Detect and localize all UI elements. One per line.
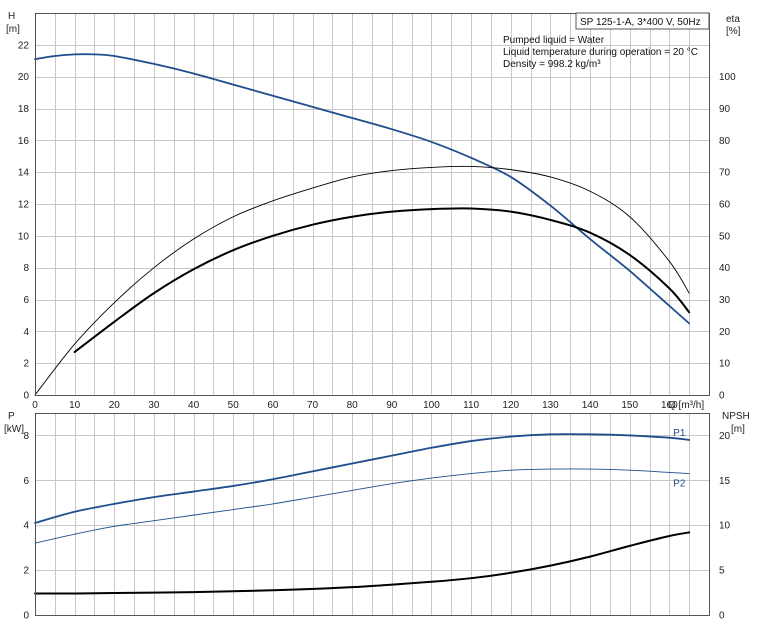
top-x-tick-label: 70 (307, 400, 319, 411)
top-right-tick-label: 50 (719, 231, 731, 242)
top-x-tick-label: 140 (582, 400, 599, 411)
top-left-tick-label: 4 (23, 327, 29, 338)
top-x-tick-label: 50 (228, 400, 240, 411)
top-x-tick-label: 20 (109, 400, 121, 411)
bottom-ylabel-right-line1: NPSH (722, 411, 750, 422)
bottom-series-p2-line (34, 468, 690, 544)
bottom-ylabel-right-line2: [m] (731, 424, 745, 435)
bottom-frame (35, 413, 710, 616)
top-left-tick-label: 6 (23, 295, 29, 306)
top-series-1-line (34, 165, 690, 396)
top-x-tick-label: 110 (463, 400, 479, 411)
top-left-tick-label: 18 (18, 104, 30, 115)
top-ylabel-right-line2: [%] (726, 26, 741, 37)
top-left-tick-label: 2 (23, 359, 29, 370)
bottom-left-tick-label: 2 (23, 566, 29, 577)
top-x-tick-label: 0 (32, 400, 38, 411)
bottom-left-tick-labels: 0 2 4 6 8 (23, 431, 29, 622)
bottom-grid (35, 413, 709, 615)
chart-title: SP 125-1-A, 3*400 V, 50Hz (580, 17, 701, 28)
top-xlabel: Q [m³/h] (668, 400, 704, 411)
top-x-tick-label: 130 (542, 400, 559, 411)
info-pumped-liquid: Pumped liquid = Water (503, 35, 605, 46)
top-ylabel-right-line1: eta (726, 14, 740, 25)
series-label-p1: P1 (673, 428, 686, 439)
top-right-tick-label: 100 (719, 72, 736, 83)
top-x-tick-label: 160 (661, 400, 678, 411)
bottom-left-tick-label: 0 (23, 611, 29, 622)
bottom-left-tick-label: 6 (23, 476, 29, 487)
top-left-tick-label: 20 (18, 72, 30, 83)
bottom-ylabel-left-line1: P (8, 411, 15, 422)
top-series-2-line (73, 207, 691, 354)
bottom-left-tick-label: 8 (23, 431, 29, 442)
top-panel: 0 10 20 30 40 50 60 70 80 90 100 110 120 130 140 150 160… (6, 11, 741, 411)
top-ylabel-left-line1: H (8, 11, 15, 22)
top-x-tick-label: 40 (188, 400, 200, 411)
bottom-left-tick-label: 4 (23, 521, 29, 532)
top-right-tick-label: 30 (719, 295, 731, 306)
bottom-right-tick-label: 10 (719, 521, 731, 532)
top-right-tick-label: 40 (719, 263, 731, 274)
top-left-tick-label: 10 (18, 231, 30, 242)
top-series-0-line (34, 53, 691, 325)
top-x-tick-label: 60 (267, 400, 279, 411)
bottom-right-tick-label: 5 (719, 566, 725, 577)
bottom-right-tick-label: 20 (719, 431, 731, 442)
top-x-tick-label: 120 (502, 400, 519, 411)
top-left-tick-label: 22 (18, 40, 30, 51)
top-left-tick-labels: 0 2 4 6 8 10 12 14 16 18 20 22 (18, 40, 30, 401)
bottom-right-tick-labels: 0 5 10 15 20 (719, 431, 731, 622)
bottom-curves (34, 433, 691, 595)
info-liquid-temperature: Liquid temperature during operation = 20… (503, 47, 698, 58)
top-right-tick-label: 90 (719, 104, 731, 115)
top-left-tick-label: 16 (18, 136, 30, 147)
bottom-series-2-line (34, 531, 691, 595)
top-left-tick-label: 14 (18, 168, 30, 179)
bottom-panel: 0 2 4 6 8 0 5 10 15 20 P1 P2 P [kW] NPSH [m] (4, 411, 750, 622)
top-x-tick-label: 90 (386, 400, 398, 411)
top-grid (35, 13, 709, 395)
bottom-series-labels: P1 P2 (673, 428, 686, 490)
top-right-tick-label: 60 (719, 200, 731, 211)
top-right-tick-label: 70 (719, 168, 731, 179)
top-right-tick-labels: 0 10 20 30 40 50 60 70 80 90 100 (719, 72, 736, 401)
top-x-tick-labels: 0 10 20 30 40 50 60 70 80 90 100 110 120 130 140 150 160 (32, 400, 678, 411)
top-right-tick-label: 80 (719, 136, 731, 147)
top-right-tick-label: 0 (719, 391, 725, 402)
top-left-tick-label: 8 (23, 263, 29, 274)
top-right-tick-label: 10 (719, 359, 731, 370)
top-curves (34, 53, 691, 396)
top-x-tick-label: 80 (347, 400, 359, 411)
top-x-tick-label: 150 (621, 400, 638, 411)
top-x-tick-label: 10 (69, 400, 81, 411)
top-x-tick-label: 100 (423, 400, 440, 411)
top-x-tick-label: 30 (148, 400, 160, 411)
top-left-tick-label: 0 (23, 391, 29, 402)
chart-title-box (575, 12, 710, 30)
bottom-right-tick-label: 0 (719, 611, 725, 622)
bottom-ylabel-left-line2: [kW] (4, 424, 24, 435)
bottom-series-p1-line (34, 433, 691, 524)
top-right-tick-label: 20 (719, 327, 731, 338)
top-frame (35, 13, 710, 396)
top-left-tick-label: 12 (18, 200, 30, 211)
top-ylabel-left-line2: [m] (6, 24, 20, 35)
info-density: Density = 998.2 kg/m³ (503, 59, 601, 70)
bottom-right-tick-label: 15 (719, 476, 731, 487)
series-label-p2: P2 (673, 479, 686, 490)
